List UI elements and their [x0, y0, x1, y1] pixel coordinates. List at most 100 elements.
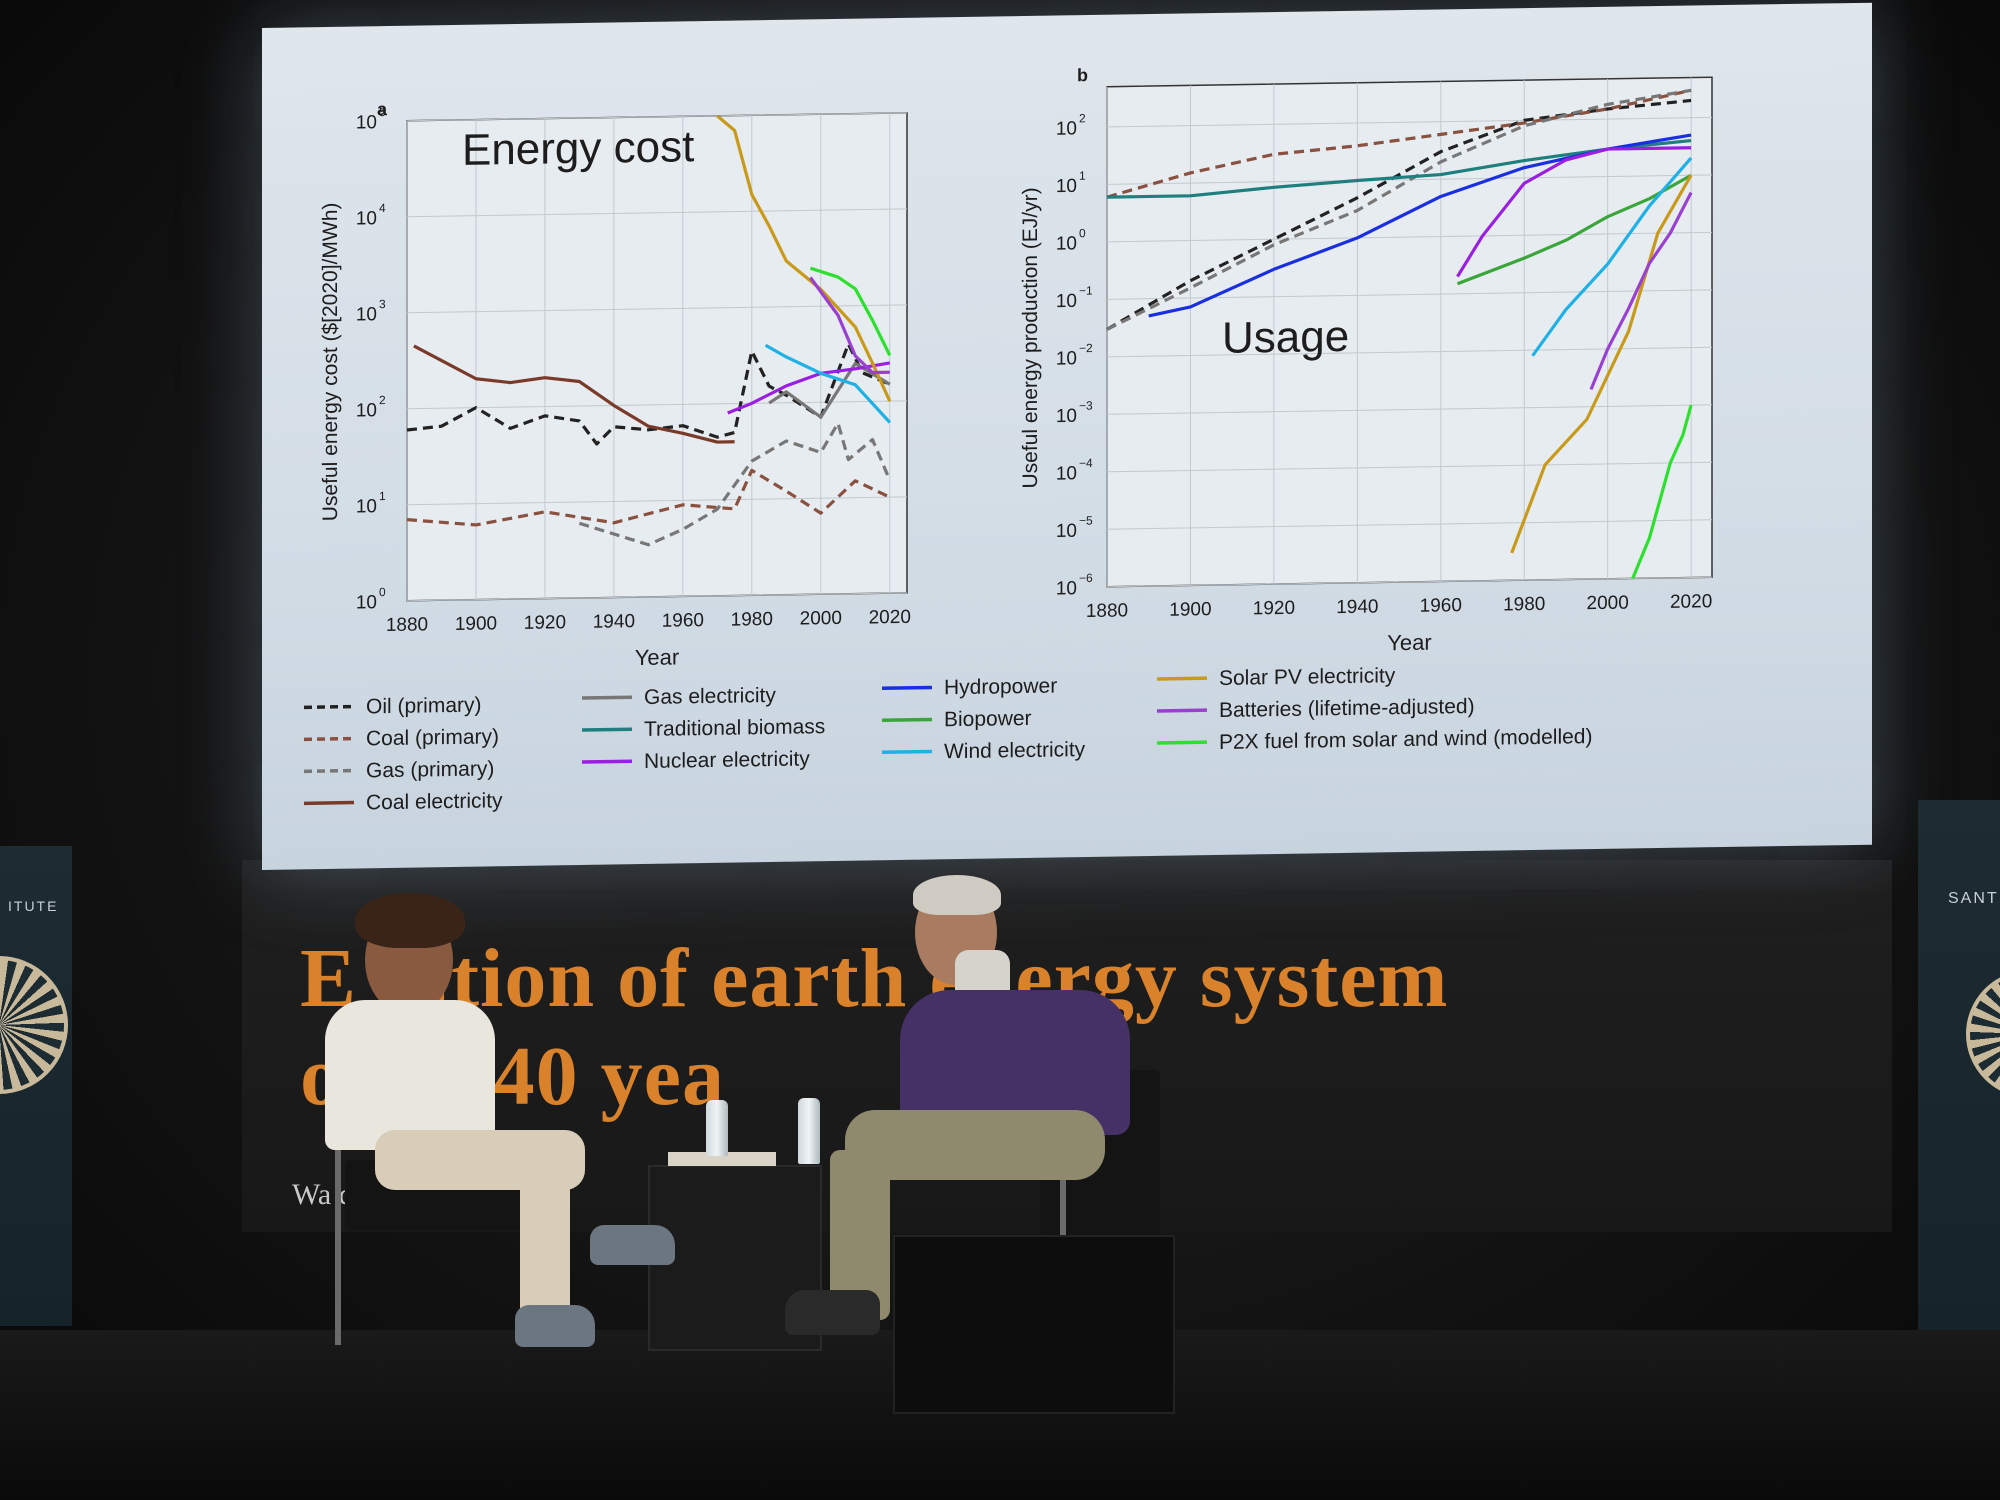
- legend-swatch: [882, 749, 932, 755]
- panel-b-gridline-y: [1107, 346, 1712, 358]
- legend-swatch: [1157, 740, 1207, 745]
- legend-label: Nuclear electricity: [644, 747, 810, 773]
- panel-b-y-tick-exponent: 0: [1079, 226, 1086, 240]
- panel-b-y-tick-label: 10: [1056, 578, 1077, 599]
- panel-b-series-line: [1631, 404, 1693, 580]
- panel-a-y-tick-label: 10: [356, 112, 377, 133]
- left-speaker-shirt: [325, 1000, 495, 1150]
- panel-a-y-tick-exponent: 1: [379, 489, 386, 503]
- panel-b-y-tick-exponent: 1: [1079, 169, 1086, 183]
- panel-a-y-axis-label: Useful energy cost ($[2020]/MWh): [319, 202, 342, 521]
- panel-a-y-tick-label: 10: [356, 400, 377, 421]
- panel-b-y-tick-exponent: −1: [1079, 284, 1093, 298]
- panel-b-y-tick-label: 10: [1056, 176, 1077, 197]
- panel-a-gridline-y: [407, 400, 907, 410]
- chart-canvas: 1880 1900 1920 1940 1960 1980 2000 202010010110…: [304, 65, 1713, 814]
- panel-a-x-tick-label: 2000: [800, 608, 842, 630]
- panel-b-y-tick-label: 10: [1056, 233, 1077, 254]
- panel-b-series-line: [1456, 173, 1692, 286]
- panel-b-y-tick-exponent: −6: [1079, 571, 1093, 585]
- right-banner-text: SANT: [1948, 890, 1999, 907]
- panel-b-y-tick-exponent: −3: [1079, 399, 1093, 413]
- legend-swatch: [1157, 676, 1207, 681]
- panel-b-y-tick-exponent: 2: [1079, 111, 1086, 125]
- panel-a-series-line: [578, 421, 892, 547]
- panel-b-x-tick-label: 1980: [1503, 594, 1545, 616]
- legend-label: Batteries (lifetime-adjusted): [1219, 695, 1475, 722]
- panel-a-series-line: [809, 266, 892, 357]
- legend-label: Oil (primary): [366, 694, 481, 719]
- right-banner: SANT: [1918, 800, 2000, 1340]
- panel-a-series-line: [413, 344, 735, 444]
- panel-b-gridline-y: [1107, 461, 1712, 473]
- right-banner-seal: [1966, 970, 2000, 1098]
- legend-label: Hydropower: [944, 675, 1057, 700]
- panel-a-y-tick-exponent: 4: [379, 201, 386, 215]
- panel-a-x-axis-label: Year: [635, 644, 679, 670]
- panel-b-panel-title: Usage: [1222, 312, 1349, 363]
- panel-b-panel-letter: b: [1077, 65, 1088, 85]
- stage-monitor-speaker: [893, 1235, 1175, 1414]
- slide-title-line-1: E lution of earth energy system: [300, 932, 1449, 1025]
- panel-b-series-line: [1531, 156, 1693, 357]
- water-bottle: [706, 1100, 728, 1156]
- panel-b-gridline-y: [1107, 231, 1712, 243]
- panel-b-y-tick-label: 10: [1056, 406, 1077, 427]
- left-speaker-shin: [520, 1160, 570, 1330]
- panel-a-gridline-y: [407, 496, 907, 506]
- panel-b-y-tick-label: 10: [1056, 463, 1077, 484]
- legend-label: Solar PV electricity: [1219, 664, 1396, 690]
- panel-b-gridline-y: [1107, 404, 1712, 415]
- left-speaker-hair: [355, 893, 465, 948]
- legend-swatch: [582, 727, 632, 732]
- panel-b-series-line: [1106, 88, 1692, 331]
- legend-label: Coal electricity: [366, 789, 503, 814]
- legend-swatch: [304, 704, 354, 710]
- legend-swatch: [1157, 708, 1207, 713]
- panel-a-y-tick-label: 10: [356, 496, 377, 517]
- panel-a-x-tick-label: 1900: [455, 613, 497, 635]
- panel-b-series-line: [1106, 98, 1692, 331]
- panel-b-x-tick-label: 2020: [1670, 591, 1712, 613]
- panel-a-gridline-y: [407, 592, 907, 602]
- panel-b-x-tick-label: 1880: [1086, 600, 1128, 622]
- panel-b-y-tick-label: 10: [1056, 291, 1077, 312]
- panel-a-gridline-y: [407, 208, 907, 218]
- left-chair-leg: [335, 1130, 341, 1345]
- water-bottle: [798, 1098, 820, 1164]
- panel-b-x-tick-label: 1960: [1420, 595, 1462, 617]
- panel-a-x-tick-label: 1920: [524, 612, 566, 634]
- legend-label: Coal (primary): [366, 725, 499, 750]
- panel-b-gridline-y: [1107, 116, 1712, 128]
- panel-b-x-axis-label: Year: [1387, 630, 1431, 656]
- book: [668, 1152, 776, 1166]
- legend-label: P2X fuel from solar and wind (modelled): [1219, 725, 1592, 754]
- right-speaker-hair: [913, 875, 1001, 915]
- panel-a-series-line: [768, 361, 891, 419]
- panel-a-panel-letter: a: [377, 99, 388, 119]
- panel-b-series-line: [1456, 146, 1692, 278]
- legend-label: Gas electricity: [644, 684, 776, 709]
- panel-b-y-tick-label: 10: [1056, 118, 1077, 139]
- panel-a-gridline-y: [407, 112, 907, 122]
- panel-b-x-tick-label: 1940: [1336, 596, 1378, 618]
- panel-b-x-tick-label: 1920: [1253, 598, 1295, 620]
- legend-swatch: [882, 685, 932, 691]
- projected-chart-slide: 1880 1900 1920 1940 1960 1980 2000 2020 10 0 10 1 10…: [262, 2, 1872, 871]
- panel-a-y-tick-exponent: 3: [379, 297, 386, 311]
- panel-b-x-tick-label: 2000: [1587, 593, 1629, 615]
- panel-b-y-tick-label: 10: [1056, 521, 1077, 542]
- panel-b-gridline-y: [1107, 519, 1712, 530]
- panel-b-y-tick-label: 10: [1056, 348, 1077, 369]
- legend-swatch: [582, 695, 632, 700]
- left-banner-text: ITUTE: [8, 898, 59, 914]
- panel-a-x-tick-label: 1880: [386, 614, 428, 636]
- panel-a-x-tick-label: 1940: [593, 611, 635, 633]
- panel-b-plot-area: [1106, 76, 1713, 588]
- panel-b-y-tick-exponent: −4: [1079, 456, 1093, 470]
- panel-a-x-tick-label: 2020: [869, 607, 911, 629]
- legend-swatch: [882, 717, 932, 723]
- legend-label: Traditional biomass: [644, 715, 825, 741]
- legend-swatch: [582, 759, 632, 764]
- panel-b-series-line: [1589, 191, 1693, 391]
